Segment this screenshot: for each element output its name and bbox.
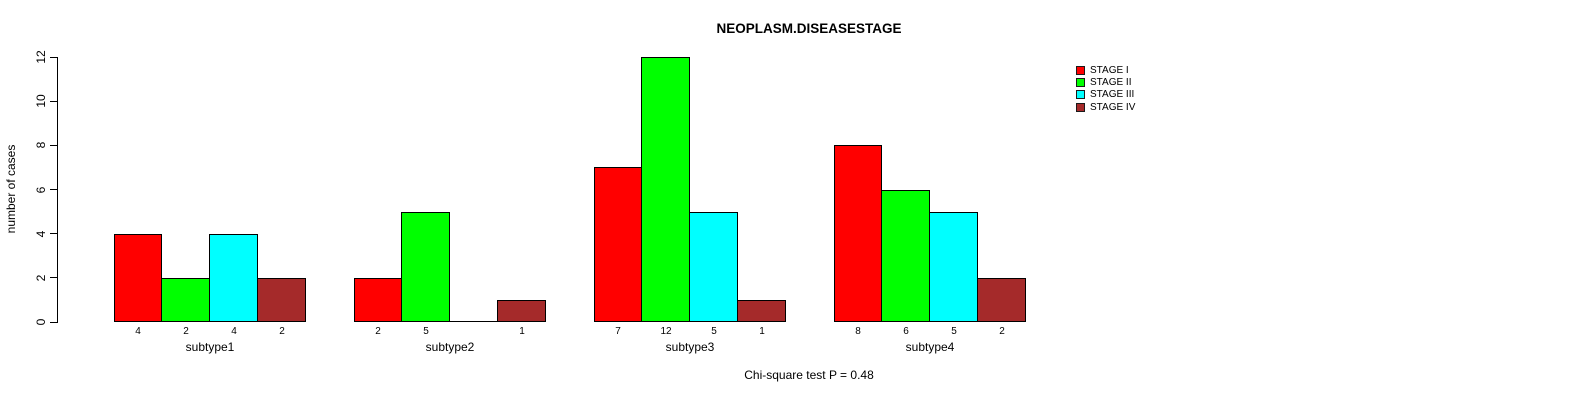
bar: [161, 277, 210, 322]
bar-value-label: 6: [903, 326, 909, 337]
bar: [737, 299, 786, 322]
y-tick-label: 8: [34, 141, 48, 149]
category-label: subtype4: [905, 340, 955, 354]
bar-value-label: 5: [423, 326, 429, 337]
y-tick-label: 2: [34, 274, 48, 282]
bar: [594, 167, 642, 322]
bar-value-label: 7: [615, 326, 621, 337]
y-tick: [50, 189, 57, 190]
bar: [641, 57, 690, 322]
bar: [929, 211, 978, 322]
legend-label: STAGE IV: [1090, 101, 1136, 113]
legend-swatch: [1076, 102, 1085, 112]
legend-item: STAGE I: [1076, 64, 1135, 76]
bar: [834, 145, 882, 322]
bar: [977, 277, 1026, 322]
chi-square-note: Chi-square test P = 0.48: [744, 368, 874, 382]
y-axis-line: [57, 57, 58, 323]
bar-value-label: 2: [999, 326, 1005, 337]
bar-value-label: 12: [660, 326, 672, 337]
chart-title: NEOPLASM.DISEASESTAGE: [716, 21, 902, 36]
y-tick-label: 12: [34, 50, 48, 64]
bar: [209, 233, 258, 322]
legend-item: STAGE IV: [1076, 101, 1135, 113]
bar: [881, 189, 930, 322]
bar: [401, 211, 450, 322]
legend-item: STAGE II: [1076, 76, 1135, 88]
bar-value-label: 2: [375, 326, 381, 337]
y-tick-label: 0: [34, 318, 48, 326]
legend-label: STAGE III: [1090, 89, 1135, 101]
bar-value-label: 4: [135, 326, 141, 337]
legend-swatch: [1076, 90, 1085, 100]
y-tick-label: 4: [34, 230, 48, 237]
y-tick-label: 6: [34, 186, 48, 193]
category-label: subtype3: [665, 340, 715, 354]
bar: [497, 299, 546, 322]
bar-value-label: 2: [279, 326, 285, 337]
y-tick: [50, 321, 57, 323]
y-tick: [50, 144, 57, 146]
bar-value-label: 1: [519, 326, 525, 337]
bar: [114, 233, 162, 322]
legend-swatch: [1076, 78, 1085, 88]
y-tick-label: 10: [34, 94, 48, 108]
bar: [354, 277, 402, 322]
zero-bar: [450, 321, 498, 322]
y-tick: [50, 100, 57, 102]
bar-value-label: 4: [231, 326, 237, 337]
bar-value-label: 5: [711, 326, 717, 337]
bar-value-label: 2: [183, 326, 189, 337]
bar-value-label: 8: [855, 326, 861, 337]
bar: [689, 211, 738, 322]
y-tick: [50, 233, 57, 235]
legend-swatch: [1076, 65, 1085, 75]
y-tick: [50, 277, 57, 279]
category-label: subtype1: [185, 340, 235, 354]
category-label: subtype2: [425, 340, 475, 354]
y-axis-label: number of cases: [4, 144, 18, 234]
legend-label: STAGE II: [1090, 77, 1132, 89]
bar: [257, 277, 306, 322]
y-tick: [50, 56, 57, 58]
bar-value-label: 5: [951, 326, 957, 337]
legend-item: STAGE III: [1076, 89, 1135, 101]
legend-label: STAGE I: [1090, 64, 1129, 76]
bar-value-label: 1: [759, 326, 765, 337]
legend: STAGE I STAGE II STAGE III STAGE IV: [1076, 64, 1135, 114]
